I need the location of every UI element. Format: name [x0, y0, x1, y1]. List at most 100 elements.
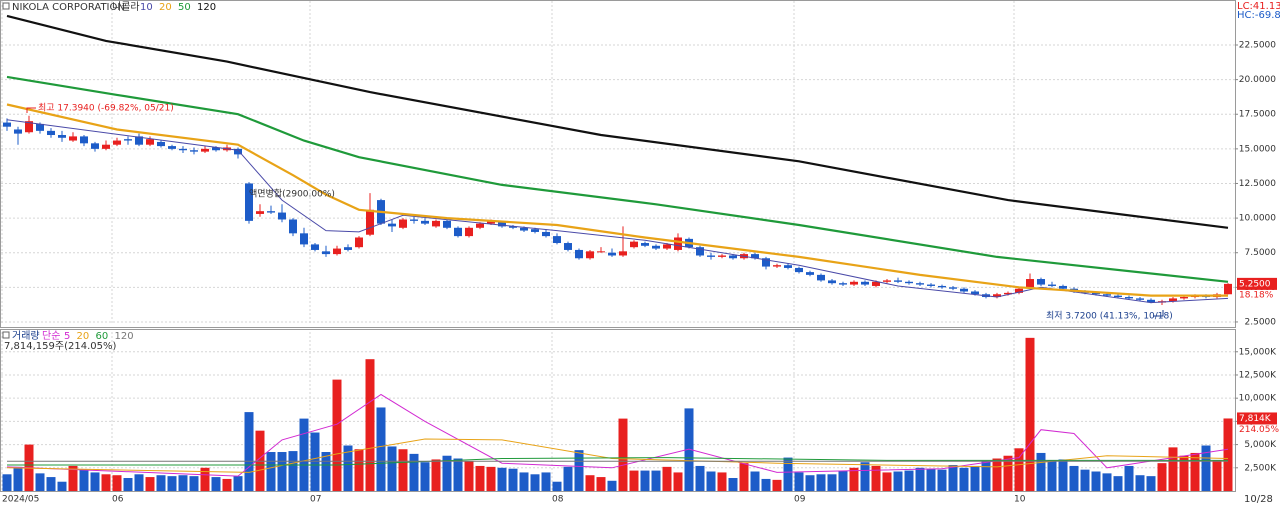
ma-line	[6, 103, 1228, 297]
candle-body	[58, 135, 66, 138]
candle-body	[69, 136, 77, 141]
volume-bar	[915, 467, 925, 491]
candle-body	[916, 283, 924, 285]
candle-body	[333, 248, 341, 255]
y-tick-label: 15,000K	[1239, 347, 1277, 357]
candle-body	[135, 136, 143, 145]
candle-body	[124, 139, 132, 141]
volume-bar	[1014, 448, 1024, 491]
last-price-label: 5.2500	[1239, 279, 1271, 289]
candle-body	[542, 231, 550, 237]
volume-bar	[541, 472, 551, 491]
volume-bar	[1036, 452, 1046, 491]
volume-bar	[519, 472, 529, 491]
candle-body	[718, 255, 726, 257]
candle-body	[707, 255, 715, 257]
volume-bar	[783, 457, 793, 491]
candle-body	[410, 219, 418, 221]
candle-body	[344, 247, 352, 250]
volume-bar	[35, 473, 45, 491]
y-tick-label: 20.0000	[1239, 75, 1276, 85]
x-tick-label: 2024/05	[2, 495, 39, 505]
volume-bar	[849, 467, 859, 491]
candle-body	[1037, 279, 1045, 285]
candle-body	[1169, 298, 1177, 302]
volume-bar	[871, 465, 881, 491]
x-end-label: 10/28	[1244, 494, 1273, 505]
volume-bar	[1201, 445, 1211, 491]
last-price-change: 18.18%	[1239, 290, 1274, 300]
candle-body	[311, 244, 319, 250]
volume-bar	[1102, 473, 1112, 491]
candle-body	[586, 251, 594, 259]
volume-bar	[893, 471, 903, 491]
marks	[2, 14, 1233, 491]
candle-body	[663, 244, 671, 249]
candle-body	[267, 211, 275, 213]
volume-bar	[717, 472, 727, 491]
candle-body	[597, 251, 605, 253]
candle-body	[795, 267, 803, 273]
y-tick-label: 2.5000	[1245, 317, 1277, 327]
volume-bar	[970, 465, 980, 491]
volume-bar	[222, 478, 232, 491]
candle-body	[157, 141, 165, 147]
candle-body	[751, 254, 759, 259]
volume-bar	[596, 477, 606, 491]
candle-body	[25, 121, 33, 133]
candle-body	[872, 281, 880, 286]
volume-bar	[926, 468, 936, 491]
annotation-arrow	[1153, 310, 1164, 317]
volume-bar	[992, 458, 1002, 491]
candle-body	[498, 222, 506, 227]
candle-body	[289, 219, 297, 234]
volume-bar	[123, 478, 133, 491]
volume-bar	[277, 452, 287, 491]
candle-body	[454, 227, 462, 237]
candle-body	[839, 283, 847, 285]
y-tick-label: 7.5000	[1245, 248, 1277, 258]
candle-body	[3, 122, 11, 127]
volume-bar	[1003, 455, 1013, 491]
candle-body	[784, 265, 792, 268]
volume-bar	[68, 465, 78, 491]
volume-bar	[90, 472, 100, 491]
candle-body	[806, 272, 814, 275]
volume-bar	[838, 470, 848, 491]
volume-bar	[508, 468, 518, 491]
volume-bar	[46, 477, 56, 491]
candle-body	[91, 143, 99, 149]
candle-body	[234, 148, 242, 155]
volume-bar	[585, 475, 595, 491]
volume-bar	[1223, 418, 1233, 491]
candle-body	[80, 136, 88, 144]
volume-bar	[112, 475, 122, 491]
candle-body	[564, 243, 572, 250]
volume-bar	[662, 466, 672, 491]
y-tick-label: 22.5000	[1239, 41, 1276, 51]
candle-body	[828, 280, 836, 284]
candle-body	[1015, 288, 1023, 293]
x-tick-label: 06	[112, 495, 124, 505]
candle-body	[1048, 284, 1056, 286]
legend-entry: 50	[178, 2, 191, 13]
candle-body	[179, 148, 187, 151]
volume-bar	[805, 475, 815, 491]
candle-body	[905, 281, 913, 284]
candle-body	[696, 247, 704, 256]
legend-entry: 120	[115, 331, 134, 342]
volume-bar	[530, 474, 540, 491]
candle-body	[465, 227, 473, 237]
volume-bar	[816, 474, 826, 491]
candle-body	[531, 229, 539, 232]
candle-body	[971, 291, 979, 295]
volume-bar	[772, 479, 782, 491]
candle-body	[14, 129, 22, 134]
candle-body	[190, 150, 198, 152]
volume-bar	[695, 465, 705, 491]
volume-bar	[365, 359, 375, 491]
volume-bar	[343, 445, 353, 491]
last-volume-change: 214.05%	[1239, 425, 1279, 435]
ma-line	[6, 14, 1229, 229]
